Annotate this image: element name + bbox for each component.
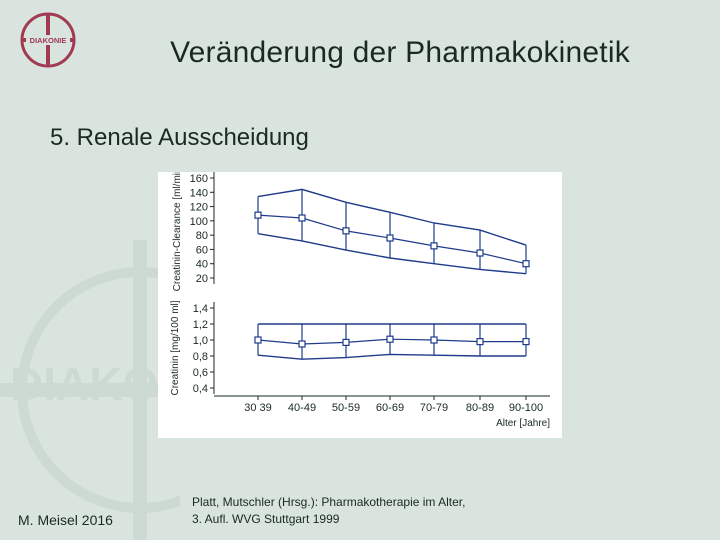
bottom-data-point <box>342 338 350 346</box>
watermark-logo: DIAKO <box>0 240 180 540</box>
source-line-2: 3. Aufl. WVG Stuttgart 1999 <box>192 512 340 526</box>
top-data-point <box>254 211 262 219</box>
x-tick-label: 70-79 <box>420 402 448 414</box>
bottom-data-point <box>430 336 438 344</box>
bottom-y-tick-label: 0,4 <box>193 383 208 395</box>
top-y-tick-label: 140 <box>190 187 208 199</box>
bottom-data-point <box>522 338 530 346</box>
x-axis-title: Alter [Jahre] <box>496 418 550 429</box>
x-tick-label: 50-59 <box>332 402 360 414</box>
top-y-axis-title: Creatinin-Clearance [ml/min] <box>172 172 183 291</box>
source-line-1: Platt, Mutschler (Hrsg.): Pharmakotherap… <box>192 495 466 509</box>
bottom-y-tick-label: 1,4 <box>193 303 208 315</box>
top-y-tick-label: 60 <box>196 244 208 256</box>
top-data-point <box>476 249 484 257</box>
top-y-tick-label: 120 <box>190 202 208 214</box>
bottom-y-tick-label: 1,2 <box>193 319 208 331</box>
logo-text: DIAKONIE <box>30 36 67 45</box>
x-tick-label: 80-89 <box>466 402 494 414</box>
top-y-tick-label: 100 <box>190 216 208 228</box>
top-data-point <box>522 260 530 268</box>
creatinine-chart: 0,4 0,6 0,8 1,0 1,2 1,4 Creatinin [mg/100 ml] <box>170 300 530 396</box>
bottom-y-tick-label: 1,0 <box>193 335 208 347</box>
bottom-data-point <box>386 335 394 343</box>
watermark-text: DIAKO <box>10 358 158 410</box>
top-y-tick-label: 80 <box>196 230 208 242</box>
x-axis: 30 39 40-49 50-59 60-69 70-79 80-89 90-100 Alte… <box>214 395 550 429</box>
bottom-data-point <box>298 340 306 348</box>
figure-panel: 20 40 60 80 100 120 140 160 Creatinin-Clearance … <box>158 164 562 438</box>
chart: 20 40 60 80 100 120 140 160 Creatinin-Clearance … <box>170 164 550 429</box>
bottom-data-point <box>476 338 484 346</box>
top-data-point <box>298 214 306 222</box>
bottom-y-tick-label: 0,8 <box>193 351 208 363</box>
bottom-y-axis-title: Creatinin [mg/100 ml] <box>170 300 181 395</box>
author-footer: M. Meisel 2016 <box>18 512 113 528</box>
diakonie-logo: DIAKONIE <box>20 12 76 68</box>
top-y-tick-label: 40 <box>196 259 208 271</box>
top-data-point <box>386 234 394 242</box>
top-y-tick-label: 160 <box>190 173 208 185</box>
top-y-tick-label: 20 <box>196 273 208 285</box>
top-data-point <box>342 227 350 235</box>
x-tick-label: 30 39 <box>244 402 272 414</box>
source-citation: Platt, Mutschler (Hrsg.): Pharmakotherap… <box>192 494 465 528</box>
x-tick-label: 90-100 <box>509 402 543 414</box>
bottom-series-line-3 <box>257 353 526 360</box>
bottom-y-tick-label: 0,6 <box>193 367 208 379</box>
bottom-data-point <box>254 336 262 344</box>
x-tick-label: 60-69 <box>376 402 404 414</box>
clearance-chart: 20 40 60 80 100 120 140 160 Creatinin-Clearance … <box>172 164 530 291</box>
top-data-point <box>430 242 438 250</box>
slide-subtitle: 5. Renale Ausscheidung <box>50 124 309 151</box>
x-tick-label: 40-49 <box>288 402 316 414</box>
slide-title: Veränderung der Pharmakokinetik <box>170 36 630 69</box>
